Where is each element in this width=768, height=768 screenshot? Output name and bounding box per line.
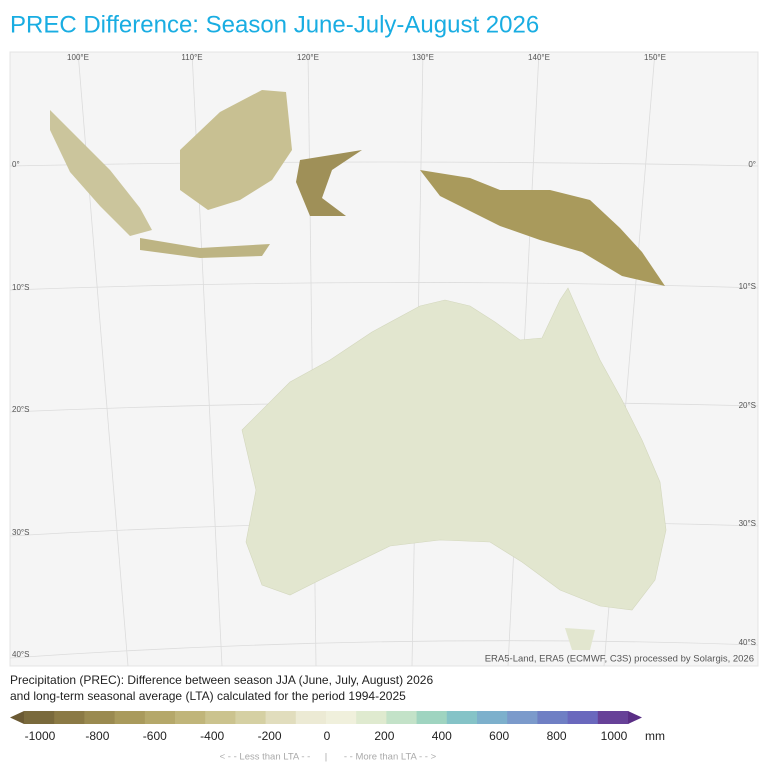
lat-line [9, 640, 759, 659]
colorbar-segment [175, 711, 206, 724]
less-label: < - - Less than LTA - - [220, 752, 311, 763]
colorbar-segment [84, 711, 116, 724]
sumatra [50, 110, 152, 236]
java [140, 238, 270, 258]
latitude-label: 40°S [739, 638, 756, 647]
longitude-label: 130°E [412, 53, 434, 62]
colorbar-tick-label: -800 [85, 729, 109, 743]
longitude-label: 150°E [644, 53, 666, 62]
colorbar-segment [477, 711, 508, 724]
more-label: - - More than LTA - - > [344, 752, 437, 763]
latitude-label: 0° [12, 160, 20, 169]
colorbar-arrow [10, 711, 24, 724]
latitude-label: 20°S [12, 405, 29, 414]
borneo [180, 90, 292, 210]
colorbar-arrow [628, 711, 642, 724]
colorbar-segment [235, 711, 267, 724]
colorbar-segment [386, 711, 418, 724]
colorbar-segment [567, 711, 599, 724]
colorbar-tick-label: 400 [432, 729, 452, 743]
lat-line [9, 161, 759, 167]
colorbar-tick-label: -400 [200, 729, 224, 743]
lat-line [9, 282, 759, 291]
longitude-label: 140°E [528, 53, 550, 62]
tasmania [565, 628, 595, 650]
colorbar-segment [114, 711, 146, 724]
colorbar-tick-label: 0 [324, 729, 331, 743]
colorbar-segment [356, 711, 387, 724]
latitude-label: 0° [748, 160, 756, 169]
colorbar-tick-label: -200 [258, 729, 282, 743]
colorbar-tick-label: 1000 [601, 729, 628, 743]
legend-description: Precipitation (PREC): Difference between… [10, 673, 433, 687]
latitude-label: 10°S [739, 282, 756, 291]
colorbar-tick-label: 200 [374, 729, 394, 743]
colorbar-segment [416, 711, 448, 724]
colorbar-segment [265, 711, 297, 724]
longitude-label: 120°E [297, 53, 319, 62]
colorbar-segment [507, 711, 538, 724]
new-guinea [420, 170, 665, 286]
sulawesi [296, 150, 362, 216]
legend-description: and long-term seasonal average (LTA) cal… [10, 689, 406, 703]
latitude-label: 40°S [12, 650, 29, 659]
legend-unit: mm [645, 729, 665, 743]
colorbar-segment [597, 711, 629, 724]
colorbar-tick-label: -600 [143, 729, 167, 743]
colorbar-segment [205, 711, 236, 724]
colorbar-tick-label: 600 [489, 729, 509, 743]
colorbar-tick-label: 800 [547, 729, 567, 743]
latitude-label: 30°S [12, 528, 29, 537]
colorbar-segment [446, 711, 478, 724]
longitude-label: 110°E [181, 53, 202, 62]
colorbar-segment [144, 711, 176, 724]
latitude-label: 20°S [739, 401, 756, 410]
title: PREC Difference: Season June-July-August… [10, 11, 539, 38]
colorbar-segment [295, 711, 327, 724]
longitude-label: 100°E [67, 53, 89, 62]
colorbar-segment [326, 711, 357, 724]
australia [241, 287, 667, 611]
colorbar-segment [24, 711, 55, 724]
land [50, 90, 667, 650]
attribution: ERA5-Land, ERA5 (ECMWF, C3S) processed b… [485, 654, 754, 665]
colorbar-segment [537, 711, 569, 724]
latitude-label: 10°S [12, 283, 29, 292]
colorbar-tick-label: -1000 [25, 729, 56, 743]
separator: | [325, 752, 327, 763]
latitude-label: 30°S [739, 519, 756, 528]
colorbar: -1000 -800 -600 -400 -200 0 200 400 600 800 1000 [10, 711, 642, 743]
colorbar-segment [54, 711, 85, 724]
